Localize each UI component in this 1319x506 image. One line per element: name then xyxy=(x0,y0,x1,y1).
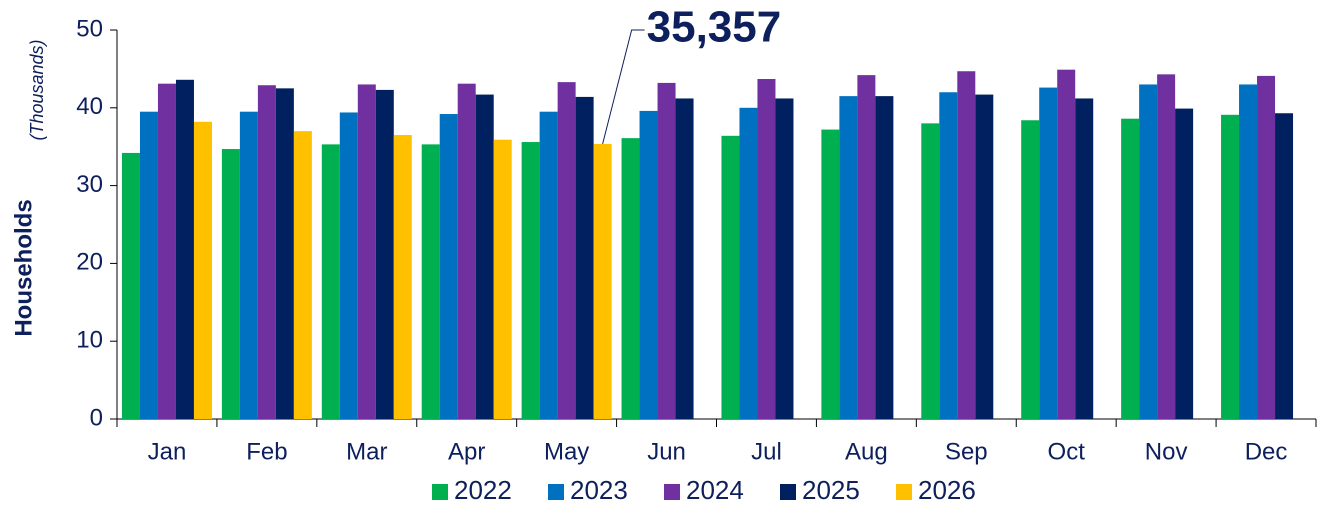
legend-swatch xyxy=(432,484,448,500)
x-tick-label: Jan xyxy=(148,438,187,465)
bar xyxy=(1175,108,1194,419)
bar xyxy=(957,71,976,419)
legend-label: 2025 xyxy=(802,475,860,505)
bar xyxy=(1239,84,1258,420)
bar xyxy=(475,94,494,419)
legend-swatch xyxy=(780,484,796,500)
bar xyxy=(757,79,776,419)
bar xyxy=(621,138,640,419)
bar xyxy=(775,98,794,420)
bar xyxy=(275,88,294,419)
bar xyxy=(921,123,940,420)
bar xyxy=(121,152,140,419)
bar xyxy=(439,114,458,420)
x-tick-label: Apr xyxy=(448,438,485,465)
x-tick-label: Jun xyxy=(647,438,686,465)
bar xyxy=(239,111,258,419)
bar xyxy=(1039,87,1058,420)
bar xyxy=(139,111,158,419)
leader-line xyxy=(602,29,645,145)
bar xyxy=(557,82,576,419)
bar xyxy=(457,83,476,419)
bar xyxy=(1075,98,1094,420)
bar xyxy=(393,135,412,419)
bar xyxy=(293,131,312,419)
legend-label: 2023 xyxy=(570,475,628,505)
y-axis-title: Households xyxy=(10,199,37,336)
bar xyxy=(821,129,840,420)
y-tick-label: 10 xyxy=(76,327,103,354)
bar xyxy=(575,96,594,420)
bar xyxy=(375,89,394,419)
x-tick-label: Nov xyxy=(1145,438,1188,465)
y-tick-label: 0 xyxy=(90,404,103,431)
bar xyxy=(357,84,376,420)
y-tick-label: 40 xyxy=(76,93,103,120)
bar xyxy=(221,149,240,419)
bar xyxy=(1275,113,1294,419)
bar xyxy=(721,135,740,420)
bar xyxy=(321,144,340,419)
x-tick-label: Mar xyxy=(346,438,387,465)
bar xyxy=(493,139,512,419)
bar xyxy=(1221,114,1240,419)
bar xyxy=(1121,118,1140,419)
x-tick-label: Oct xyxy=(1048,438,1086,465)
x-tick-label: May xyxy=(544,438,589,465)
bar xyxy=(657,82,676,420)
x-tick-label: Dec xyxy=(1245,438,1288,465)
bar xyxy=(839,96,858,419)
bar xyxy=(593,143,612,419)
y-tick-label: 30 xyxy=(76,171,103,198)
bar xyxy=(639,110,658,420)
bar xyxy=(193,121,212,419)
y-tick-label: 50 xyxy=(76,15,103,42)
x-tick-label: Aug xyxy=(845,438,888,465)
y-axis-subtitle: (Thousands) xyxy=(27,39,47,140)
bar xyxy=(975,94,994,419)
bar xyxy=(1257,75,1276,419)
y-tick-label: 20 xyxy=(76,249,103,276)
bar xyxy=(939,92,958,420)
bar xyxy=(857,75,876,420)
bar xyxy=(421,144,440,419)
bar xyxy=(339,112,358,419)
data-label: 35,357 xyxy=(647,3,782,52)
legend-label: 2022 xyxy=(454,475,512,505)
legend-label: 2026 xyxy=(918,475,976,505)
bar xyxy=(157,83,176,419)
bar xyxy=(175,79,194,420)
x-tick-label: Sep xyxy=(945,438,988,465)
bar xyxy=(1157,74,1176,419)
legend-label: 2024 xyxy=(686,475,744,505)
bar xyxy=(1139,84,1158,420)
legend-swatch xyxy=(548,484,564,500)
bar xyxy=(539,111,558,419)
bar xyxy=(1021,120,1040,420)
x-tick-label: Jul xyxy=(751,438,782,465)
bar xyxy=(875,96,894,419)
bar xyxy=(1057,69,1076,419)
bar xyxy=(675,98,694,420)
legend-swatch xyxy=(896,484,912,500)
bar xyxy=(257,85,276,419)
bar xyxy=(739,107,758,420)
x-tick-label: Feb xyxy=(246,438,287,465)
bar xyxy=(521,142,540,420)
legend-swatch xyxy=(664,484,680,500)
